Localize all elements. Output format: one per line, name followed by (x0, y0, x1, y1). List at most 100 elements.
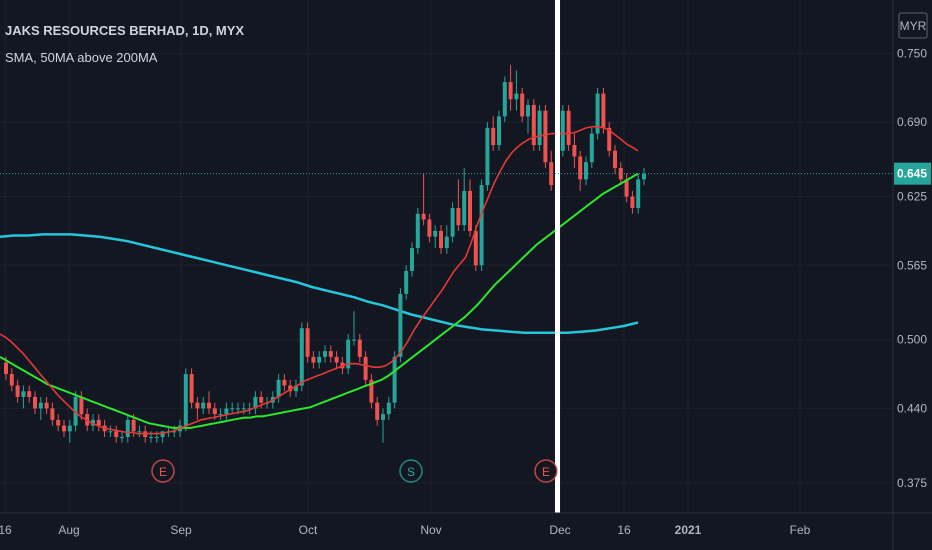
x-tick-label: Dec (549, 523, 570, 537)
candle-body (50, 408, 55, 420)
candle (363, 351, 368, 386)
candle (566, 104, 571, 151)
candle-body (120, 437, 124, 439)
candle-body (386, 402, 391, 415)
candle (120, 431, 124, 443)
candle (218, 408, 223, 420)
candle-body (357, 339, 362, 357)
candle (526, 99, 530, 134)
candle (468, 179, 472, 237)
candle-body (9, 374, 14, 386)
candle-body (352, 339, 356, 341)
event-marker-circle (534, 459, 558, 483)
candle-body (427, 219, 432, 237)
candle (410, 242, 414, 277)
candle-body (323, 351, 327, 357)
candle (137, 425, 142, 438)
x-tick-label: Nov (420, 523, 441, 537)
x-tick-label: Aug (58, 523, 79, 537)
candle (288, 379, 293, 397)
candle-body (108, 431, 113, 433)
candle-body (131, 419, 136, 432)
y-tick-label: 0.500 (897, 333, 927, 347)
candle-body (642, 173, 646, 180)
candle-body (584, 162, 588, 180)
candle-body (172, 431, 177, 433)
candle-body (259, 396, 264, 403)
chart-subtitle: SMA, 50MA above 200MA (5, 50, 158, 65)
candle (444, 225, 449, 254)
candle (543, 104, 548, 168)
candle (462, 167, 467, 231)
candle-body (288, 385, 293, 392)
candle-body (125, 419, 130, 438)
candle-body (537, 110, 542, 146)
chart-title: JAKS RESOURCES BERHAD, 1D, MYX (5, 23, 244, 38)
ma200-line-group (0, 233, 639, 335)
event-marker: E (534, 459, 558, 483)
candle (9, 368, 14, 392)
candle-body (520, 93, 525, 117)
candle-body (183, 374, 188, 426)
candle (514, 70, 519, 111)
candle (642, 167, 646, 186)
candle (607, 122, 612, 157)
candle (531, 99, 536, 151)
candle (96, 414, 101, 432)
candle-body (531, 104, 536, 146)
y-tick-label: 0.440 (897, 401, 927, 415)
candle-body (601, 93, 606, 128)
candle (21, 385, 26, 409)
candle-body (485, 127, 490, 186)
candle-body (79, 396, 84, 415)
event-marker-label: S (407, 465, 415, 479)
candle-body (195, 402, 200, 409)
candle-body (363, 356, 368, 380)
candle-body (212, 408, 217, 415)
x-tick-label: Sep (170, 523, 192, 537)
candle (311, 351, 316, 369)
candle-body (207, 402, 211, 409)
candle (491, 116, 496, 151)
candle (369, 374, 374, 409)
candle (230, 402, 235, 415)
candle-body (44, 402, 49, 409)
candle-body (27, 391, 32, 397)
y-tick-label: 0.750 (897, 46, 927, 60)
candle (91, 414, 95, 432)
candle-body (473, 230, 478, 266)
event-marker: E (151, 459, 175, 483)
candle (636, 173, 641, 214)
candle (624, 173, 629, 203)
candle-body (305, 328, 310, 357)
candle (357, 333, 362, 363)
candle (241, 402, 246, 415)
candle (618, 162, 623, 186)
candle-body (38, 402, 43, 409)
x-tick-label: 16 (617, 523, 631, 537)
candle-body (549, 162, 554, 186)
candle-body (572, 145, 577, 157)
ma200-line (0, 233, 639, 335)
candle (56, 414, 61, 432)
event-marker: S (399, 459, 423, 483)
candle (50, 402, 55, 426)
candle (38, 396, 43, 420)
candle-body (462, 190, 467, 226)
candle-body (56, 419, 61, 426)
currency-badge[interactable]: MYR (898, 12, 928, 39)
candle (317, 351, 322, 369)
candle (421, 173, 426, 226)
candle-body (613, 150, 617, 168)
candle (334, 351, 339, 369)
ma-short-line (0, 125, 639, 435)
candles-group (4, 64, 646, 443)
candle-body (33, 396, 37, 409)
candle-body (375, 402, 380, 420)
candle (189, 368, 194, 409)
event-marker-circle (151, 459, 175, 483)
